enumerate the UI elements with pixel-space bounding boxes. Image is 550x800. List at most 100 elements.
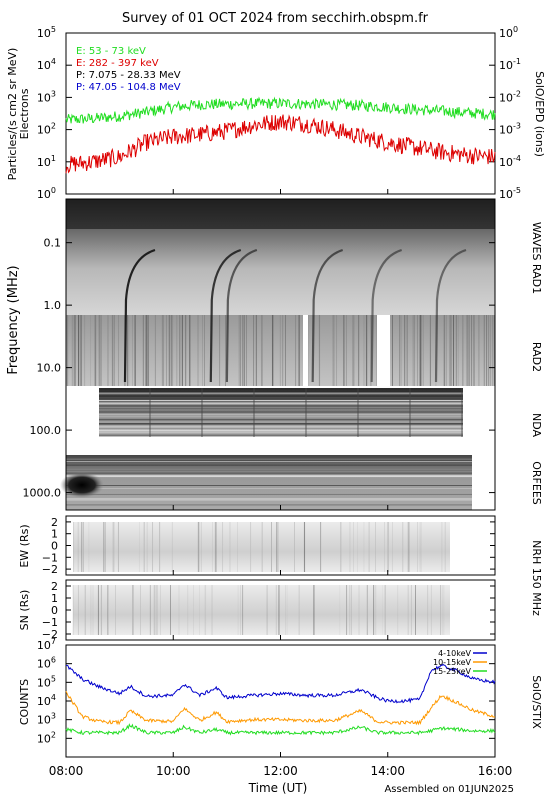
radio-burst	[225, 248, 258, 383]
time-tick-label: 12:00	[263, 764, 298, 778]
stix-ylabel: COUNTS	[18, 679, 31, 725]
radio-ylabel: Frequency (MHz)	[6, 265, 21, 374]
nrh-sn-tick-label: 2	[51, 580, 58, 593]
stix-series-line	[65, 723, 496, 736]
rad2-gap-2	[377, 315, 390, 386]
epd-left-tick-label: 102	[37, 122, 56, 137]
radio-burst	[123, 248, 156, 383]
radio-tick-label: 1000.0	[23, 487, 62, 500]
stix-axis: 102 103 104 105 106 107	[37, 637, 495, 745]
stix-tick-label: 102	[37, 730, 56, 745]
nrh-sn-tick-label: −1	[42, 616, 58, 629]
time-axis: 08:00 10:00 12:00 14:00 16:00	[49, 189, 513, 778]
nrh-ew-axis: 210−1−2	[42, 516, 495, 576]
epd-left-tick-label: 101	[37, 154, 56, 169]
epd-right-tick-label: 10-5	[499, 186, 521, 201]
epd-series-line	[65, 114, 496, 174]
assembled-footer: Assembled on 01JUN2025	[384, 784, 514, 795]
stix-tick-label: 105	[37, 674, 56, 689]
orfees-texture	[66, 458, 472, 506]
radio-bursts	[123, 248, 467, 383]
nrh-sn-tick-label: −2	[42, 628, 58, 641]
nrh-ew-ylabel: EW (Rs)	[18, 524, 31, 567]
epd-legend-entry: E: 53 - 73 keV	[76, 46, 146, 57]
epd-ylabel-left-electrons: Electrons	[18, 88, 31, 139]
radio-tick-label: 100.0	[30, 424, 62, 437]
epd-right-tick-label: 10-2	[499, 89, 521, 104]
nrh-ew-panel: 210−1−2 EW (Rs) NRH 150 MHz	[18, 515, 543, 616]
label-waves-rad1: WAVES RAD1	[530, 222, 543, 294]
epd-left-tick-label: 103	[37, 89, 56, 104]
stix-tick-label: 104	[37, 693, 56, 708]
nrh-sn-ylabel: SN (Rs)	[18, 590, 31, 631]
nrh-sn-tick-label: 0	[51, 604, 58, 617]
epd-right-tick-label: 100	[499, 25, 518, 40]
epd-legend-entry: P: 47.05 - 104.8 MeV	[76, 82, 181, 93]
radio-axis: 0.1 1.0 10.0 100.0 1000.0	[23, 237, 495, 500]
radio-burst	[209, 248, 242, 383]
epd-right-tick-label: 10-1	[499, 57, 521, 72]
epd-ylabel-right: SolO/EPD (ions)	[533, 71, 546, 157]
label-rad2: RAD2	[530, 342, 543, 372]
orfees-dark-blob	[60, 472, 104, 498]
nrh-ew-tick-label: −2	[42, 563, 58, 576]
nrh-sn-panel: 210−1−2 SN (Rs)	[18, 579, 496, 641]
nrh-ew-tick-label: 2	[51, 516, 58, 529]
nda-texture	[99, 388, 463, 437]
epd-series-line	[65, 96, 496, 124]
time-tick-label: 16:00	[478, 764, 513, 778]
epd-left-tick-label: 104	[37, 57, 56, 72]
stix-series-line	[65, 690, 496, 726]
epd-left-tick-label: 100	[37, 186, 56, 201]
epd-right-tick-label: 10-3	[499, 122, 521, 137]
waves-rad1-topband	[66, 199, 495, 229]
epd-left-tick-label: 105	[37, 25, 56, 40]
orfees-spectrogram	[66, 455, 472, 510]
time-tick-label: 10:00	[156, 764, 191, 778]
radio-tick-label: 0.1	[44, 237, 62, 250]
epd-legend-entry: E: 282 - 397 keV	[76, 58, 159, 69]
epd-ylabel-left: Particles/(s cm2 sr MeV)	[6, 48, 19, 181]
plot-title: Survey of 01 OCT 2024 from secchirh.obsp…	[122, 11, 429, 26]
epd-legend-entry: P: 7.075 - 28.33 MeV	[76, 70, 181, 81]
nrh-sn-tick-label: 1	[51, 592, 58, 605]
waves-rad2-spectrogram	[66, 315, 495, 386]
time-tick-label: 08:00	[49, 764, 84, 778]
epd-left-axis: 100 101 102 103 104 105	[37, 25, 72, 201]
nrh-ew-texture	[73, 522, 446, 572]
stix-panel: 102 103 104 105 106 107 4-10keV10-15keV15-25k…	[18, 637, 543, 758]
stix-legend-entry: 10-15keV	[433, 658, 472, 667]
stix-legend-entry: 15-25keV	[433, 667, 472, 676]
time-tick-label: 14:00	[370, 764, 405, 778]
stix-series-line	[65, 663, 496, 704]
radio-burst	[311, 248, 344, 383]
nrh-ew-image	[73, 522, 450, 572]
nrh-ew-tick-label: 0	[51, 540, 58, 553]
nda-spectrogram	[99, 388, 463, 437]
stix-legend-entry: 4-10keV	[438, 649, 471, 658]
radio-panel: 0.1 1.0 10.0 100.0 1000.0 Frequency (MHz) WA…	[6, 198, 543, 511]
epd-right-tick-label: 10-4	[499, 154, 521, 169]
epd-right-axis: 10-5 10-4 10-3 10-2 10-1 100	[489, 25, 521, 201]
rad2-gap-1	[303, 315, 308, 386]
x-axis-label: Time (UT)	[248, 781, 308, 795]
stix-tick-label: 107	[37, 637, 56, 652]
stix-tick-label: 106	[37, 656, 56, 671]
nrh-sn-texture	[72, 585, 445, 635]
nrh-sn-image	[73, 585, 450, 635]
radio-tick-label: 1.0	[44, 299, 62, 312]
stix-ylabel-right: SolO/STIX	[530, 675, 543, 729]
nrh-ew-tick-label: −1	[42, 551, 58, 564]
nrh-ew-tick-label: 1	[51, 528, 58, 541]
epd-series	[65, 96, 496, 174]
radio-tick-label: 10.0	[37, 362, 62, 375]
stix-tick-label: 103	[37, 712, 56, 727]
label-nda: NDA	[530, 413, 543, 438]
label-nrh: NRH 150 MHz	[530, 540, 543, 616]
nrh-sn-axis: 210−1−2	[42, 580, 495, 641]
radio-burst	[370, 248, 403, 383]
